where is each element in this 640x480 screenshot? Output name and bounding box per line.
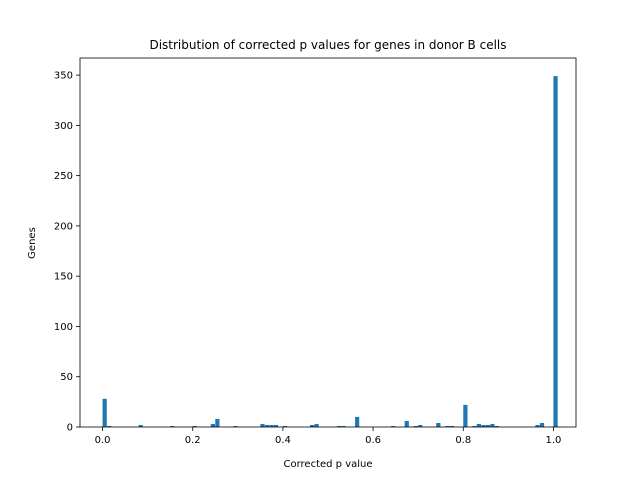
- x-tick-label: 0.4: [275, 435, 291, 446]
- x-tick-label: 1.0: [546, 435, 562, 446]
- histogram-bar: [282, 425, 288, 427]
- histogram-bar: [102, 398, 107, 427]
- y-axis-label: Genes: [27, 227, 38, 259]
- histogram-bar: [341, 425, 346, 427]
- x-tick-label: 0.0: [95, 435, 111, 446]
- histogram-bar: [391, 425, 396, 427]
- y-tick-label: 350: [54, 71, 73, 82]
- histogram-bar: [413, 425, 418, 427]
- histogram-bar: [210, 423, 215, 427]
- histogram-bar: [472, 425, 477, 427]
- histogram-bar: [404, 420, 409, 427]
- histogram-bar: [490, 423, 495, 427]
- histogram-bar: [436, 422, 441, 427]
- histogram-bar: [215, 418, 220, 427]
- y-tick-label: 200: [54, 221, 73, 232]
- histogram-bar: [418, 424, 423, 427]
- histogram-bar: [553, 76, 558, 427]
- histogram-bar: [170, 425, 175, 427]
- x-tick-label: 0.8: [455, 435, 471, 446]
- histogram-bar: [494, 425, 500, 427]
- bars-group: [102, 76, 558, 427]
- y-tick-label: 0: [67, 423, 73, 434]
- histogram-bar: [481, 424, 486, 427]
- histogram-bar: [445, 425, 450, 427]
- x-axis-ticks: 0.0 0.2 0.4 0.6 0.8 1.0: [95, 427, 562, 446]
- histogram-bar: [539, 422, 545, 427]
- histogram-bar: [107, 425, 112, 427]
- histogram-bar: [233, 425, 238, 427]
- histogram-bar: [355, 416, 360, 427]
- y-tick-label: 150: [54, 272, 73, 283]
- histogram-bar: [269, 424, 274, 427]
- histogram-bar: [314, 423, 319, 427]
- histogram-bar: [485, 424, 491, 427]
- histogram-bar: [449, 425, 454, 427]
- histogram-bar: [192, 425, 197, 427]
- y-tick-label: 100: [54, 322, 73, 333]
- histogram-bar: [260, 423, 265, 427]
- plot-frame: [79, 57, 577, 428]
- x-tick-label: 0.6: [365, 435, 381, 446]
- x-axis-label: Corrected p value: [283, 459, 372, 470]
- y-axis-ticks: 0 50 100 150 200 250 300 350: [54, 71, 80, 434]
- y-tick-label: 300: [54, 121, 73, 132]
- histogram-bar: [476, 423, 482, 427]
- x-tick-label: 0.2: [185, 435, 201, 446]
- histogram-bar: [309, 424, 315, 427]
- histogram-bar: [535, 424, 540, 427]
- histogram-bar: [264, 424, 270, 427]
- y-tick-label: 250: [54, 171, 73, 182]
- histogram-bar: [273, 424, 279, 427]
- y-tick-label: 50: [60, 372, 73, 383]
- histogram-bar: [463, 404, 468, 427]
- chart-title: Distribution of corrected p values for g…: [149, 38, 506, 52]
- histogram-bar: [337, 425, 342, 427]
- histogram-bar: [138, 424, 143, 427]
